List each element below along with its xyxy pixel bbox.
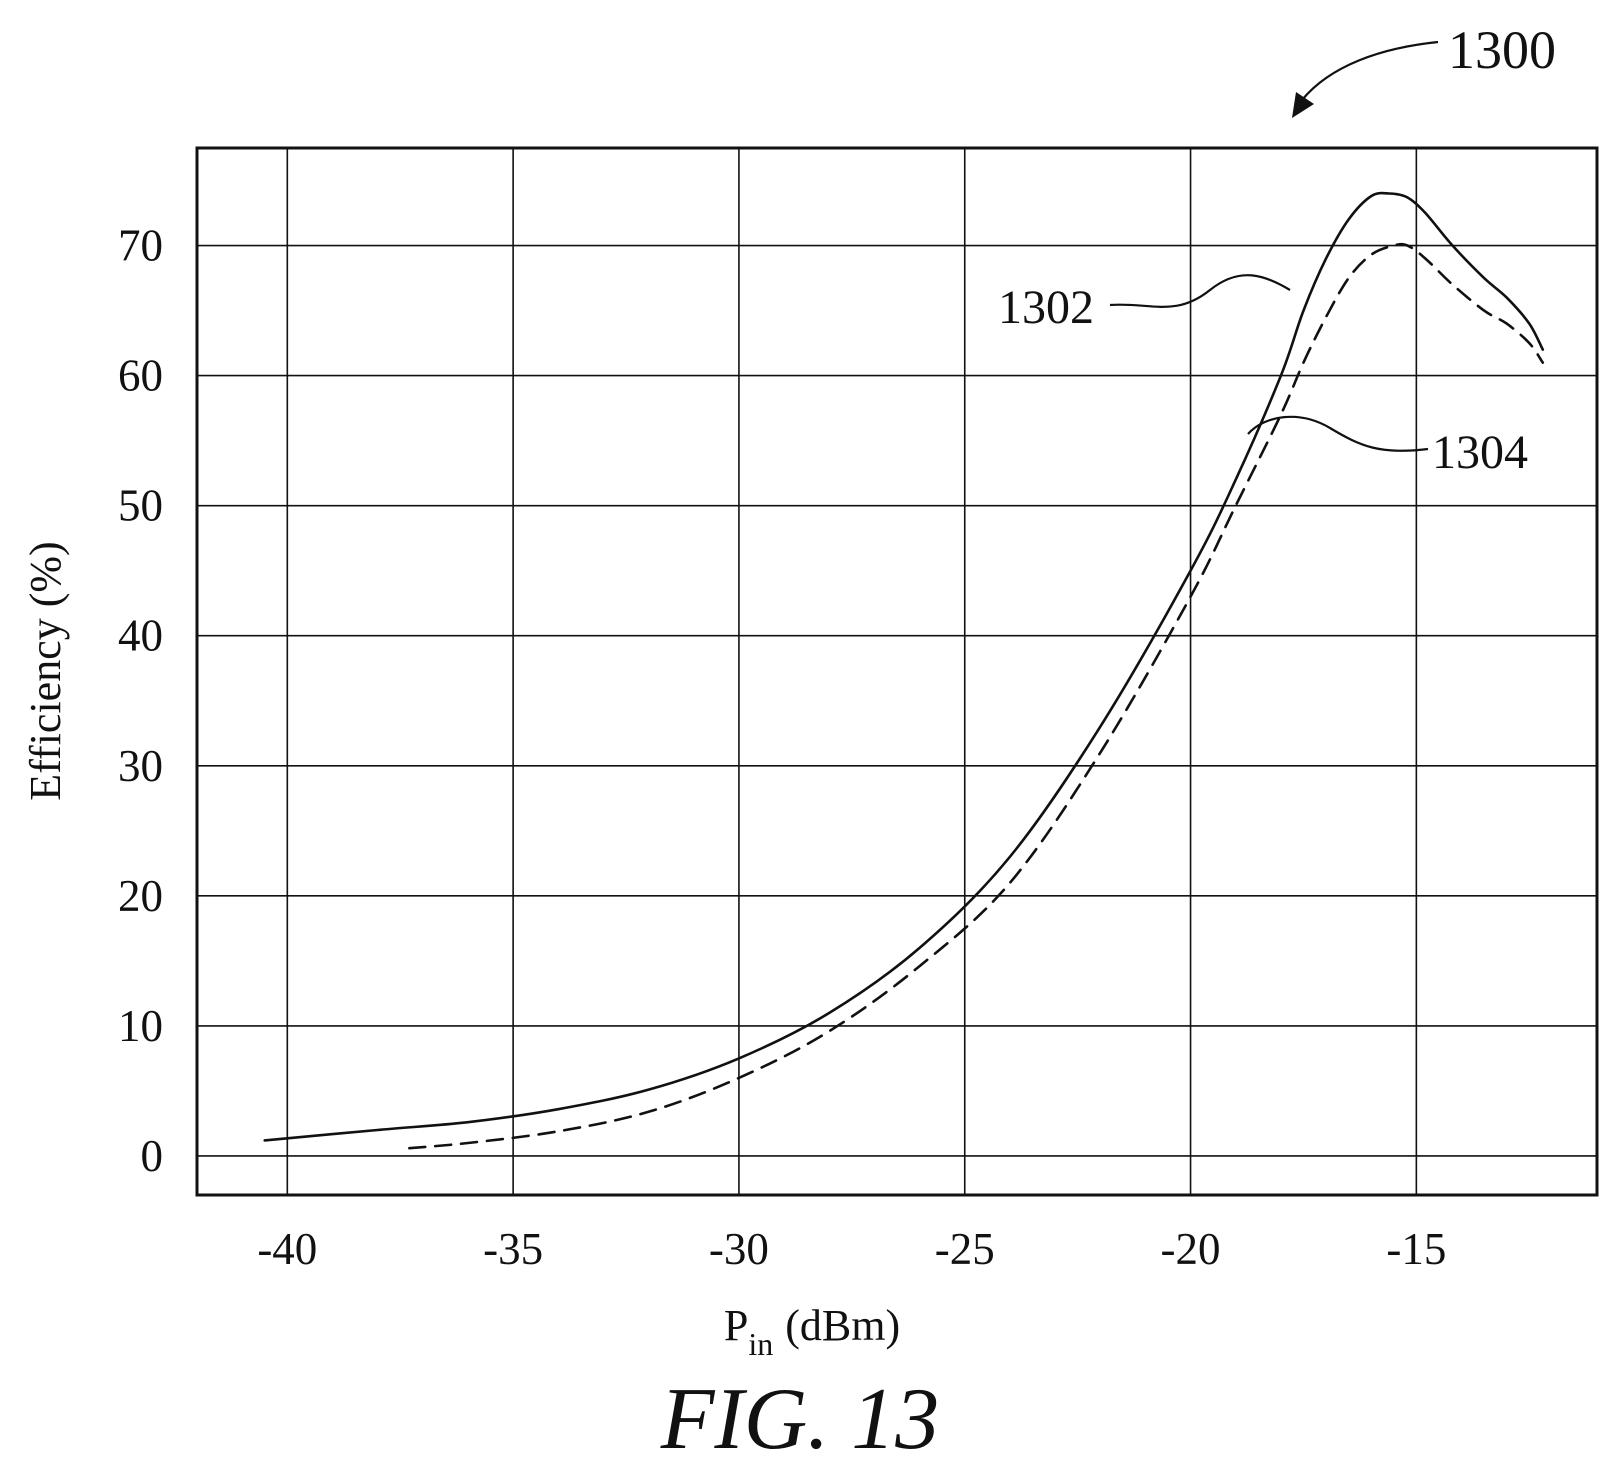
leader-1304 bbox=[1247, 415, 1429, 452]
y-axis-title: Efficiency (%) bbox=[21, 541, 70, 800]
figure-caption: FIG. 13 bbox=[660, 1371, 940, 1468]
grid-lines bbox=[197, 148, 1597, 1195]
x-tick-labels: -40 -35 -30 -25 -20 -15 bbox=[257, 1224, 1446, 1274]
x-tick-label: -30 bbox=[709, 1224, 769, 1274]
label-1302: 1302 bbox=[998, 281, 1094, 334]
y-tick-label: 0 bbox=[141, 1131, 164, 1181]
label-1304: 1304 bbox=[1432, 426, 1528, 479]
x-tick-label: -15 bbox=[1386, 1224, 1446, 1274]
plot-area bbox=[195, 146, 1599, 1197]
y-tick-label: 40 bbox=[118, 611, 163, 661]
x-tick-label: -20 bbox=[1161, 1224, 1221, 1274]
leader-1302 bbox=[1109, 274, 1291, 308]
y-tick-label: 50 bbox=[118, 481, 163, 531]
x-tick-label: -25 bbox=[935, 1224, 995, 1274]
y-tick-label: 70 bbox=[118, 221, 163, 271]
x-axis-title: Pin (dBm) bbox=[724, 1301, 900, 1362]
figure-reference-arrowhead bbox=[1292, 92, 1314, 118]
figure-reference-number: 1300 bbox=[1448, 20, 1556, 80]
y-tick-label: 10 bbox=[118, 1001, 163, 1051]
y-tick-label: 30 bbox=[118, 741, 163, 791]
y-tick-labels: 0 10 20 30 40 50 60 70 bbox=[118, 221, 163, 1181]
x-tick-label: -40 bbox=[257, 1224, 317, 1274]
series-1304-line bbox=[408, 242, 1545, 1150]
x-tick-label: -35 bbox=[483, 1224, 543, 1274]
y-tick-label: 20 bbox=[118, 871, 163, 921]
plot-frame bbox=[195, 146, 1599, 1197]
figure-reference-arrow-shaft bbox=[1301, 40, 1439, 101]
y-tick-label: 60 bbox=[118, 351, 163, 401]
series-1302-line bbox=[263, 191, 1545, 1142]
